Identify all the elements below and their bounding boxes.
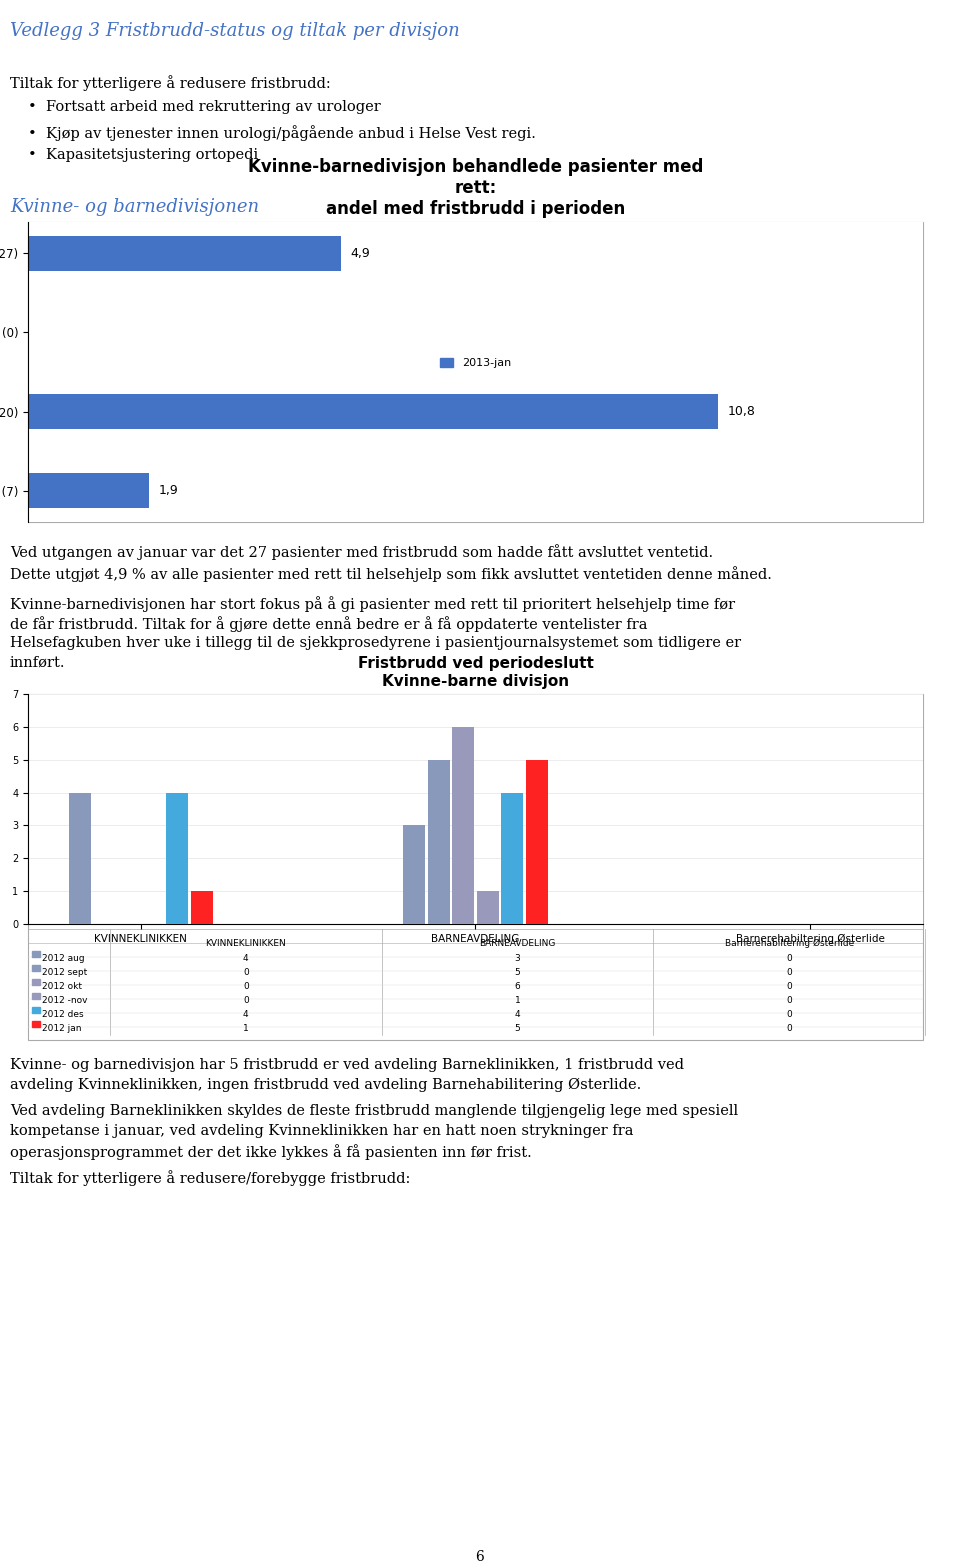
Text: Helsefagkuben hver uke i tillegg til de sjekkprosedyrene i pasientjournalsysteme: Helsefagkuben hver uke i tillegg til de … (10, 637, 741, 651)
Bar (69, 792, 90, 924)
Text: KVINNEKLINIKKEN: KVINNEKLINIKKEN (205, 939, 286, 949)
Bar (32, 964, 40, 971)
Text: 0: 0 (786, 1024, 792, 1033)
Bar (501, 792, 523, 924)
Text: Dette utgjøt 4,9 % av alle pasienter med rett til helsehjelp som fikk avsluttet : Dette utgjøt 4,9 % av alle pasienter med… (10, 566, 772, 582)
Text: 0: 0 (786, 1010, 792, 1019)
Text: Ved avdeling Barneklinikken skyldes de fleste fristbrudd manglende tilgjengelig : Ved avdeling Barneklinikken skyldes de f… (10, 1104, 738, 1118)
Text: 6: 6 (475, 1551, 485, 1563)
Text: Kvinne- og barnedivisjon har 5 fristbrudd er ved avdeling Barneklinikken, 1 fris: Kvinne- og barnedivisjon har 5 fristbrud… (10, 1058, 684, 1073)
Text: 5: 5 (515, 967, 520, 977)
Bar (32, 1021, 40, 1027)
Text: Barnerehabiltering Østerlide: Barnerehabiltering Østerlide (725, 939, 853, 949)
Bar (32, 993, 40, 999)
Text: 2012 aug: 2012 aug (42, 953, 84, 963)
Text: Ved utgangen av januar var det 27 pasienter med fristbrudd som hadde fått avslut: Ved utgangen av januar var det 27 pasien… (10, 544, 713, 560)
Bar (477, 891, 499, 924)
Text: 2012 okt: 2012 okt (42, 982, 82, 991)
Text: 4: 4 (243, 1010, 249, 1019)
Text: 0: 0 (786, 996, 792, 1005)
Text: 6: 6 (515, 982, 520, 991)
Text: •  Kapasitetsjustering ortopedi: • Kapasitetsjustering ortopedi (28, 147, 258, 162)
Bar (166, 792, 188, 924)
Text: avdeling Kvinneklinikken, ingen fristbrudd ved avdeling Barnehabilitering Østerl: avdeling Kvinneklinikken, ingen fristbru… (10, 1079, 641, 1093)
Text: BARNEAVDELING: BARNEAVDELING (479, 939, 556, 949)
Bar (28, 235, 341, 271)
Text: 1,9: 1,9 (159, 485, 179, 497)
Title: Fristbrudd ved periodeslutt
Kvinne-barne divisjon: Fristbrudd ved periodeslutt Kvinne-barne… (357, 657, 593, 688)
Text: Tiltak for ytterligere å redusere/forebygge fristbrudd:: Tiltak for ytterligere å redusere/foreby… (10, 1170, 410, 1185)
Legend: 2013-jan: 2013-jan (435, 353, 516, 373)
Text: 0: 0 (243, 967, 249, 977)
Text: 2012 -nov: 2012 -nov (42, 996, 87, 1005)
Text: 0: 0 (786, 967, 792, 977)
Text: •  Fortsatt arbeid med rekruttering av urologer: • Fortsatt arbeid med rekruttering av ur… (28, 100, 381, 114)
Text: 4: 4 (243, 953, 249, 963)
Bar (28, 223, 923, 522)
Bar (32, 1007, 40, 1013)
Text: 0: 0 (786, 982, 792, 991)
Text: •  Kjøp av tjenester innen urologi/pågående anbud i Helse Vest regi.: • Kjøp av tjenester innen urologi/pågåen… (28, 125, 536, 141)
Text: Kvinne-barnedivisjonen har stort fokus på å gi pasienter med rett til prioritert: Kvinne-barnedivisjonen har stort fokus p… (10, 596, 735, 612)
Text: 0: 0 (243, 982, 249, 991)
Bar (28, 394, 718, 430)
Bar (403, 825, 425, 924)
Text: 4: 4 (515, 1010, 520, 1019)
Text: de får fristbrudd. Tiltak for å gjøre dette ennå bedre er å få oppdaterte ventel: de får fristbrudd. Tiltak for å gjøre de… (10, 616, 647, 632)
Text: Tiltak for ytterligere å redusere fristbrudd:: Tiltak for ytterligere å redusere fristb… (10, 75, 331, 91)
Text: Kvinne- og barnedivisjonen: Kvinne- og barnedivisjonen (10, 198, 259, 216)
Title: Kvinne-barnedivisjon behandlede pasienter med
rett:
andel med fristbrudd i perio: Kvinne-barnedivisjon behandlede pasiente… (248, 158, 703, 218)
Text: 3: 3 (515, 953, 520, 963)
Text: innført.: innført. (10, 655, 65, 670)
Bar (28, 695, 923, 1040)
Text: 10,8: 10,8 (728, 405, 756, 419)
Text: 5: 5 (515, 1024, 520, 1033)
Bar (191, 891, 213, 924)
Text: kompetanse i januar, ved avdeling Kvinneklinikken har en hatt noen strykninger f: kompetanse i januar, ved avdeling Kvinne… (10, 1124, 634, 1138)
Text: 0: 0 (243, 996, 249, 1005)
Text: 1: 1 (243, 1024, 249, 1033)
Text: 2012 jan: 2012 jan (42, 1024, 82, 1033)
Text: 1: 1 (515, 996, 520, 1005)
Text: 2012 sept: 2012 sept (42, 967, 87, 977)
Text: Vedlegg 3 Fristbrudd-status og tiltak per divisjon: Vedlegg 3 Fristbrudd-status og tiltak pe… (10, 22, 460, 41)
Bar (452, 728, 474, 924)
Text: 0: 0 (786, 953, 792, 963)
Bar (526, 760, 547, 924)
Bar (32, 952, 40, 956)
Bar (28, 474, 150, 508)
Text: 4,9: 4,9 (350, 246, 371, 260)
Text: operasjonsprogrammet der det ikke lykkes å få pasienten inn før frist.: operasjonsprogrammet der det ikke lykkes… (10, 1145, 532, 1160)
Text: 2012 des: 2012 des (42, 1010, 84, 1019)
Bar (428, 760, 450, 924)
Bar (32, 978, 40, 985)
